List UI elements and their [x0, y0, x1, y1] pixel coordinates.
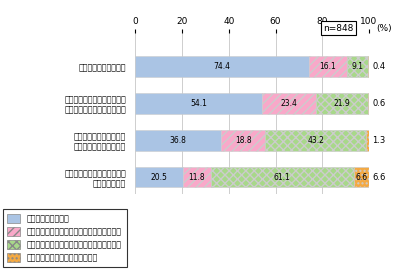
Bar	[210, 167, 353, 188]
Text: (%): (%)	[375, 24, 391, 32]
Bar	[135, 56, 308, 77]
Text: 0.6: 0.6	[372, 99, 385, 108]
Bar	[367, 56, 368, 77]
Text: 18.8: 18.8	[234, 136, 251, 145]
Bar	[135, 93, 261, 114]
Text: 20.5: 20.5	[151, 173, 167, 182]
Text: 16.1: 16.1	[319, 62, 335, 71]
Text: 43.2: 43.2	[306, 136, 324, 145]
Text: 36.8: 36.8	[169, 136, 186, 145]
Bar	[367, 93, 368, 114]
Text: 1.3: 1.3	[372, 136, 385, 145]
Text: 6.6: 6.6	[354, 173, 366, 182]
Text: 23.4: 23.4	[280, 99, 297, 108]
Text: 54.1: 54.1	[190, 99, 207, 108]
Bar	[353, 167, 368, 188]
Bar	[221, 130, 265, 150]
Legend: 既に取り組んでいる, 今後取り組む予定であり，準備を進めている, 特に検討はしていないが，関心は持っている, 取り組む予定もなく，関心もない: 既に取り組んでいる, 今後取り組む予定であり，準備を進めている, 特に検討はして…	[2, 209, 126, 267]
Bar	[308, 56, 346, 77]
Text: 21.9: 21.9	[333, 99, 350, 108]
Bar	[183, 167, 210, 188]
Text: 0.4: 0.4	[372, 62, 385, 71]
Bar	[265, 130, 365, 150]
Text: 9.1: 9.1	[351, 62, 362, 71]
Text: 61.1: 61.1	[273, 173, 290, 182]
Bar	[135, 167, 183, 188]
Text: n=848: n=848	[323, 24, 353, 32]
Bar	[346, 56, 367, 77]
Text: 74.4: 74.4	[213, 62, 230, 71]
Text: 11.8: 11.8	[188, 173, 205, 182]
Bar	[365, 130, 369, 150]
Text: 6.6: 6.6	[372, 173, 385, 182]
Bar	[261, 93, 316, 114]
Bar	[316, 93, 367, 114]
Bar	[135, 130, 221, 150]
